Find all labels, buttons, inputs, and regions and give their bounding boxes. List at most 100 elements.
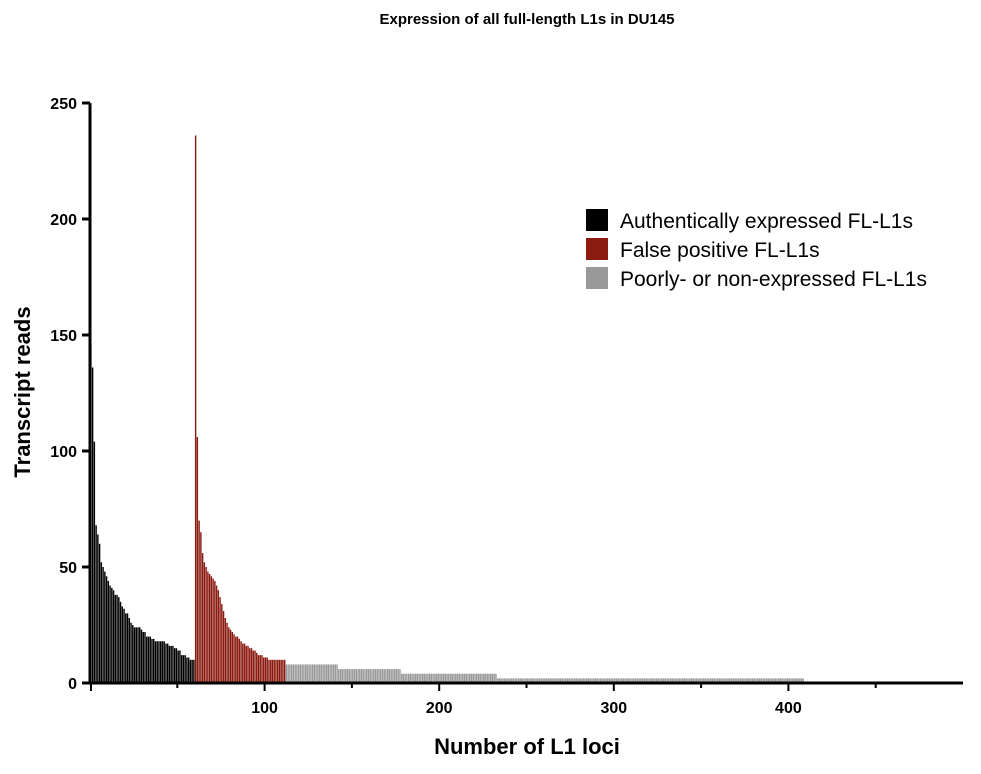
bar-series-2-item-3	[198, 520, 200, 683]
bar-series-3-item-153	[551, 678, 553, 683]
bar-series-3-item-159	[561, 678, 564, 683]
bar-series-3-item-82	[427, 673, 429, 683]
bar-series-3-item-134	[517, 678, 520, 683]
bar-series-1-item-22	[126, 613, 129, 683]
bar-series-3-item-262	[741, 678, 743, 683]
bar-series-3-item-115	[484, 673, 487, 683]
bar-series-3-item-158	[559, 678, 562, 683]
bar-series-3-item-250	[720, 678, 722, 683]
bar-series-2-item-31	[247, 645, 249, 683]
bar-series-3-item-196	[626, 678, 628, 683]
bar-series-1-item-31	[142, 631, 144, 683]
bar-series-3-item-49	[369, 669, 371, 683]
bar-series-3-item-63	[393, 669, 396, 683]
bar-series-3-item-55	[379, 669, 382, 683]
legend-swatch-3	[586, 267, 608, 289]
legend-label-1: Authentically expressed FL-L1s	[620, 210, 913, 233]
bar-series-3-item-48	[367, 669, 370, 683]
bar-series-3-item-161	[565, 678, 567, 683]
bar-series-3-item-292	[793, 678, 796, 683]
bar-series-3-item-257	[732, 678, 735, 683]
bar-series-3-item-212	[654, 678, 656, 683]
bar-series-1-item-57	[187, 657, 190, 683]
bar-series-3-item-204	[640, 678, 642, 683]
bar-series-3-item-271	[757, 678, 759, 683]
bar-series-3-item-46	[364, 669, 366, 683]
bar-series-3-item-81	[425, 673, 427, 683]
bar-series-2-item-38	[259, 655, 261, 683]
bar-series-3-item-147	[540, 678, 543, 683]
bar-series-2-item-40	[263, 657, 265, 683]
bar-series-1-item-51	[177, 650, 179, 683]
bar-series-3-item-29	[334, 664, 337, 683]
bar-series-1-item-42	[161, 641, 164, 683]
bar-series-3-item-112	[479, 673, 481, 683]
bar-series-3-item-226	[678, 678, 680, 683]
x-ticks-group: 100 200 300 400	[90, 683, 877, 717]
bar-series-3-item-129	[509, 678, 511, 683]
bar-series-1-item-34	[147, 636, 150, 683]
bar-series-3-item-137	[523, 678, 525, 683]
bar-series-3-item-73	[411, 673, 413, 683]
bar-series-3-item-285	[781, 678, 783, 683]
bar-series-1-item-59	[191, 659, 193, 683]
bar-series-2-item-28	[242, 643, 244, 683]
bar-series-3-item-118	[489, 673, 492, 683]
bar-series-3-item-13	[306, 664, 309, 683]
bar-series-3-item-113	[481, 673, 483, 683]
bar-series-1-item-17	[118, 597, 120, 683]
bar-series-3-item-125	[502, 678, 504, 683]
bar-series-1-item-52	[179, 650, 181, 683]
bar-series-1-item-50	[175, 648, 178, 683]
bar-series-3-item-26	[329, 664, 331, 683]
axes-group	[88, 103, 963, 685]
bar-series-1-item-32	[144, 631, 146, 683]
bar-series-3-item-103	[463, 673, 466, 683]
bar-series-3-item-18	[315, 664, 317, 683]
bar-series-3-item-213	[655, 678, 658, 683]
bar-series-3-item-38	[350, 669, 352, 683]
bar-series-3-item-218	[664, 678, 667, 683]
bar-series-3-item-228	[682, 678, 684, 683]
x-tick-label-200: 200	[426, 700, 453, 717]
bar-series-3-item-56	[381, 669, 384, 683]
bar-series-3-item-294	[797, 678, 799, 683]
legend: Authentically expressed FL-L1s False posi…	[586, 209, 927, 291]
bar-series-3-item-133	[516, 678, 518, 683]
bar-series-3-item-286	[783, 678, 785, 683]
bar-series-2-item-1	[194, 135, 197, 684]
bar-series-1-item-7	[100, 562, 103, 683]
bar-series-3-item-198	[629, 678, 632, 683]
bar-series-1-item-16	[116, 594, 118, 683]
bar-series-3-item-219	[666, 678, 668, 683]
bar-series-3-item-270	[755, 678, 757, 683]
bar-series-3-item-191	[617, 678, 619, 683]
bar-series-3-item-21	[320, 664, 323, 683]
bar-series-2-item-17	[222, 611, 225, 683]
bar-series-1-item-45	[166, 643, 169, 683]
bar-series-3-item-148	[542, 678, 544, 683]
bar-series-3-item-274	[762, 678, 764, 683]
bar-series-1-item-8	[102, 567, 104, 683]
bar-series-3-item-173	[586, 678, 588, 683]
bar-series-3-item-236	[696, 678, 698, 683]
bar-series-1-item-19	[121, 606, 124, 683]
bar-series-3-item-44	[360, 669, 363, 683]
bar-series-3-item-19	[317, 664, 319, 683]
bar-series-3-item-225	[676, 678, 679, 683]
bar-series-3-item-149	[544, 678, 546, 683]
bar-series-3-item-190	[615, 678, 618, 683]
bar-series-3-item-79	[421, 673, 424, 683]
bar-series-3-item-142	[531, 678, 534, 683]
bar-series-3-item-102	[462, 673, 464, 683]
bar-series-3-item-162	[566, 678, 569, 683]
bar-series-2-item-36	[256, 652, 258, 683]
bar-series-3-item-202	[636, 678, 639, 683]
bar-series-3-item-97	[453, 673, 455, 683]
bars-group	[90, 135, 804, 684]
bar-series-3-item-138	[524, 678, 527, 683]
bar-series-3-item-143	[533, 678, 536, 683]
bar-series-3-item-193	[620, 678, 623, 683]
bar-series-3-item-169	[579, 678, 581, 683]
bar-series-2-item-33	[250, 648, 253, 683]
